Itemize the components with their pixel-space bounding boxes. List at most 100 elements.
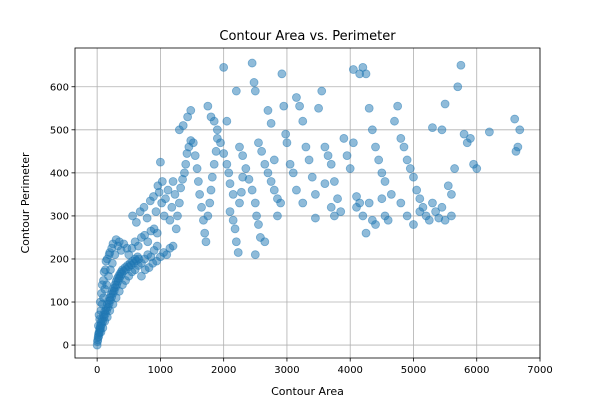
data-point <box>203 101 213 111</box>
data-point <box>168 177 178 186</box>
data-point <box>173 211 182 221</box>
data-point <box>225 207 235 217</box>
chart-title: Contour Area vs. Perimeter <box>219 29 396 44</box>
y-tick-label: 300 <box>50 211 69 222</box>
data-point <box>510 114 520 124</box>
data-point <box>447 189 456 199</box>
data-point <box>405 164 415 173</box>
data-point <box>252 211 261 221</box>
data-point <box>447 211 456 221</box>
data-point <box>279 101 289 111</box>
data-point <box>207 172 217 182</box>
x-tick-label: 6000 <box>464 365 489 376</box>
data-point <box>428 123 437 133</box>
y-tick-label: 500 <box>50 125 69 136</box>
data-point <box>143 237 153 247</box>
data-point <box>97 289 106 298</box>
data-point <box>186 106 196 115</box>
data-point <box>99 267 109 277</box>
data-point <box>266 118 276 128</box>
y-axis-label: Contour Perimeter <box>19 152 32 254</box>
data-point <box>437 125 447 135</box>
data-point <box>269 185 279 195</box>
data-point <box>301 142 311 152</box>
x-tick-label: 5000 <box>401 365 426 376</box>
data-point <box>285 159 295 169</box>
data-point <box>151 207 161 217</box>
data-point <box>390 116 399 126</box>
data-point <box>250 198 260 208</box>
data-point <box>415 194 425 204</box>
data-point <box>326 202 336 212</box>
data-point <box>323 151 333 161</box>
data-point <box>311 213 320 223</box>
data-point <box>250 250 260 260</box>
data-point <box>298 116 308 126</box>
data-point <box>396 134 406 143</box>
data-point <box>281 129 291 139</box>
data-point <box>165 215 175 225</box>
data-point <box>415 207 425 217</box>
data-point <box>515 125 525 135</box>
data-point <box>94 310 104 320</box>
data-point <box>95 297 105 307</box>
data-point <box>235 198 244 208</box>
data-point <box>317 86 327 96</box>
data-point <box>298 198 308 208</box>
data-point <box>409 172 418 182</box>
data-point <box>230 224 240 234</box>
data-point <box>453 82 463 92</box>
data-point <box>263 106 273 115</box>
data-point <box>247 185 257 195</box>
data-point <box>311 189 320 199</box>
data-point <box>128 211 137 221</box>
y-tick-label: 0 <box>63 341 69 352</box>
data-point <box>211 146 221 156</box>
data-point <box>209 116 219 126</box>
data-point <box>167 202 177 212</box>
data-point <box>254 220 263 229</box>
data-point <box>336 207 346 217</box>
data-point <box>386 189 396 199</box>
data-point <box>450 164 459 173</box>
data-point <box>288 168 298 178</box>
data-point <box>190 151 200 161</box>
data-point <box>244 174 254 184</box>
x-tick-label: 2000 <box>211 365 236 376</box>
data-point <box>269 155 279 165</box>
data-point <box>396 198 406 208</box>
data-point <box>364 103 374 113</box>
data-point <box>257 146 267 156</box>
plot-frame <box>74 47 541 359</box>
data-point <box>358 211 368 221</box>
data-point <box>195 189 205 199</box>
data-point <box>156 157 165 167</box>
data-point <box>178 121 188 130</box>
data-point <box>168 241 178 251</box>
data-point <box>292 185 301 195</box>
data-point <box>377 168 387 178</box>
data-point <box>236 187 246 197</box>
y-tick-label: 400 <box>50 168 69 179</box>
y-tick-label: 200 <box>50 254 69 265</box>
data-point <box>273 211 282 221</box>
data-points <box>92 58 525 350</box>
data-point <box>295 101 304 111</box>
data-point <box>241 164 251 173</box>
data-point <box>440 215 450 225</box>
data-point <box>409 220 418 229</box>
data-point <box>333 194 342 204</box>
data-point <box>348 65 358 74</box>
data-point <box>456 60 466 70</box>
data-point <box>176 183 186 193</box>
data-point <box>225 179 235 189</box>
data-point <box>97 280 107 290</box>
data-point <box>371 142 380 152</box>
x-tick-label: 3000 <box>274 365 299 376</box>
data-point <box>320 179 330 189</box>
data-point <box>402 155 412 165</box>
data-point <box>201 237 211 247</box>
data-point <box>380 177 390 186</box>
data-point <box>459 129 469 139</box>
data-point <box>161 194 170 204</box>
